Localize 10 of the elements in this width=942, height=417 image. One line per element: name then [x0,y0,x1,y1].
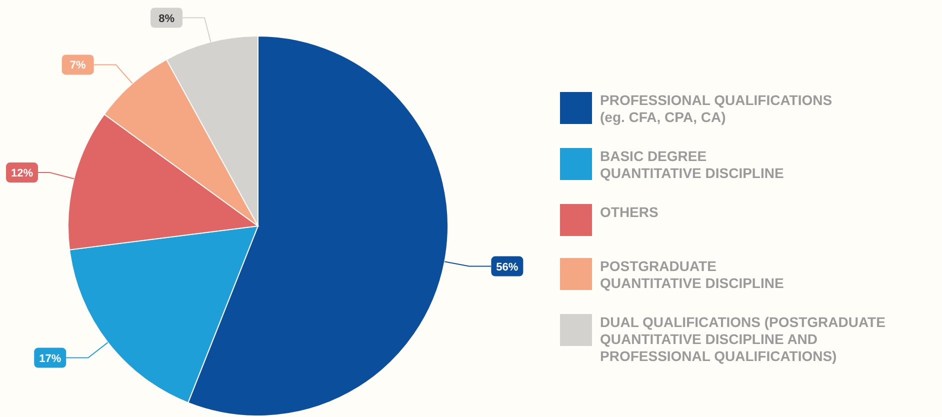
legend-label: POSTGRADUATE QUANTITATIVE DISCIPLINE [600,258,784,291]
data-label: 17% [39,352,62,365]
legend-label: OTHERS [600,204,658,220]
data-label: 8% [158,12,175,25]
data-label: 7% [70,60,86,72]
legend-label: PROFESSIONAL QUALIFICATIONS (eg. CFA, CPA, CA) [600,92,832,125]
legend-label: BASIC DEGREE QUANTITATIVE DISCIPLINE [600,148,784,181]
data-label: 56% [496,261,518,274]
legend-label: DUAL QUALIFICATIONS (POSTGRADUATE QUANTITATIVE DISCIPLINE AND PROFESSIONAL QUALIFICATIONS) [600,314,886,364]
data-label: 12% [10,168,34,180]
